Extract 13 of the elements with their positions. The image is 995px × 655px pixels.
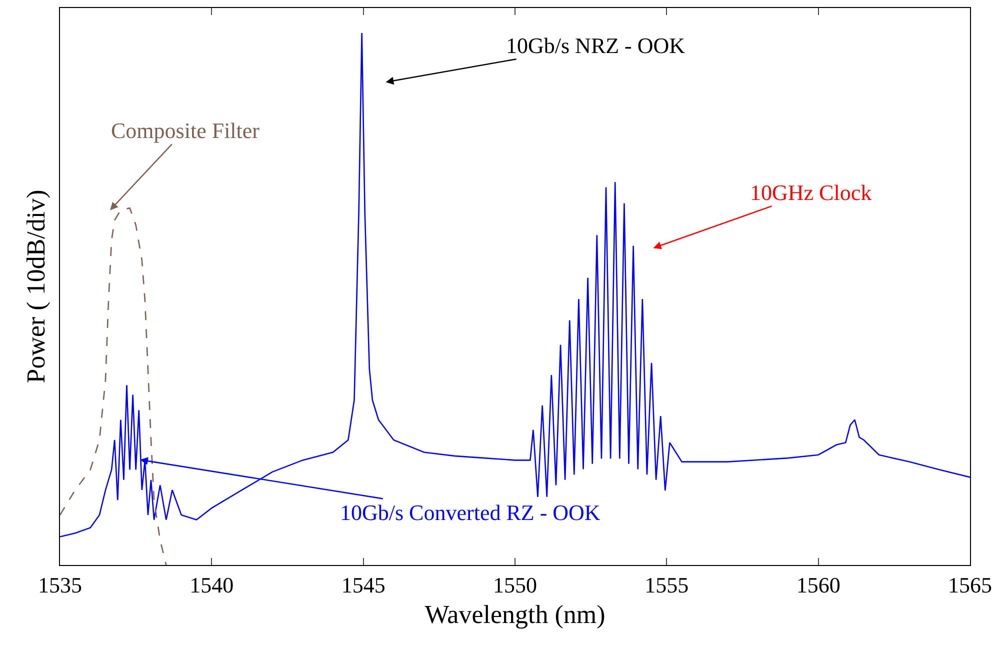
annotation: 10Gb/s NRZ - OOK xyxy=(506,33,686,58)
x-tick-label: 1560 xyxy=(796,572,840,598)
annotation: 10Gb/s Converted RZ - OOK xyxy=(340,500,600,525)
x-tick-label: 1550 xyxy=(493,572,537,598)
x-tick-label: 1565 xyxy=(948,572,992,598)
x-tick-label: 1545 xyxy=(341,572,386,598)
x-axis-title: Wavelength (nm) xyxy=(424,600,606,630)
x-tick-label: 1540 xyxy=(190,572,234,598)
annotation: 10GHz Clock xyxy=(750,180,872,205)
annotation: Composite Filter xyxy=(111,118,260,143)
x-tick-label: 1555 xyxy=(644,572,689,598)
y-axis-title: Power ( 10dB/div) xyxy=(21,190,50,384)
x-tick-label: 1535 xyxy=(38,572,82,598)
